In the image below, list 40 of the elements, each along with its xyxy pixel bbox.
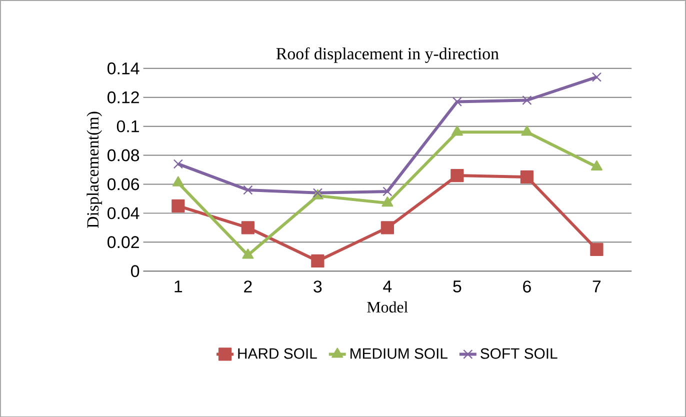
legend-label: MEDIUM SOIL [350, 348, 448, 359]
y-tick-label: 0 [131, 264, 140, 277]
y-tick-label: 0.14 [108, 62, 140, 74]
x-tick-label: 1 [174, 280, 182, 292]
x-tick-label: 6 [523, 280, 531, 292]
point [311, 254, 324, 268]
x-tick-label: 2 [244, 280, 252, 292]
point [172, 199, 185, 212]
point [520, 170, 534, 184]
point [521, 125, 533, 136]
point [243, 185, 253, 195]
y-tick-label: 0.04 [108, 207, 140, 219]
point [450, 168, 464, 182]
y-tick-label: 0.1 [116, 120, 139, 132]
y-axis-title: Displacement(m) [86, 112, 102, 228]
y-tick-label: 0.06 [108, 178, 140, 190]
x-axis-title: Model [367, 301, 408, 312]
y-tick-label: 0.02 [108, 236, 139, 248]
legend-label: SOFT SOIL [480, 348, 558, 359]
x-tick-label: 4 [383, 280, 392, 292]
point [173, 158, 183, 169]
point [592, 72, 602, 82]
point [590, 160, 602, 170]
legend-label: HARD SOIL [238, 348, 317, 359]
x-tick-label: 7 [592, 280, 601, 292]
y-tick-label: 0.08 [108, 149, 140, 162]
x-tick-label: 5 [453, 280, 462, 292]
y-tick-label: 0.12 [108, 91, 139, 104]
point [590, 242, 604, 256]
point [382, 186, 392, 196]
point [451, 125, 463, 136]
point [522, 95, 532, 105]
point [382, 196, 394, 206]
point [380, 220, 394, 234]
point [452, 96, 462, 106]
x-tick-label: 3 [314, 280, 322, 292]
point [242, 248, 254, 259]
point [172, 176, 184, 186]
point [241, 220, 254, 234]
chart-title: Roof displacement in y-direction [276, 47, 499, 63]
